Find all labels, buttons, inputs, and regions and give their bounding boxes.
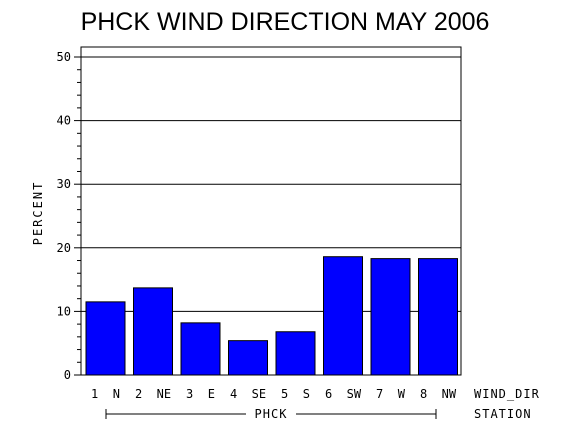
bar-8-nw	[418, 258, 458, 376]
y-axis-label-group: PERCENT	[31, 181, 45, 246]
group-label: PHCK	[255, 407, 288, 421]
bar-3-e	[180, 322, 221, 376]
y-tick-label: 10	[57, 304, 71, 318]
group-label-backdrop	[246, 406, 296, 422]
y-tick-label: 40	[57, 114, 71, 128]
x-tick-label: 5 S	[281, 387, 310, 401]
bar-5-s	[275, 331, 316, 376]
x-tick-label: 7 W	[376, 387, 406, 401]
x-tick-label: 8 NW	[420, 387, 457, 401]
bar-1-n	[85, 301, 126, 376]
bar-4-se	[228, 340, 268, 376]
x-tick-label: 2 NE	[135, 387, 171, 401]
bar-7-w	[370, 258, 411, 376]
x-tick-label: 1 N	[91, 387, 120, 401]
y-tick-label: 30	[57, 177, 71, 191]
y-axis-label: PERCENT	[31, 181, 45, 246]
x-tick-label: 3 E	[186, 387, 215, 401]
group-axis-label: STATION	[474, 407, 532, 421]
plot-frame	[80, 46, 462, 376]
bar-2-ne	[133, 287, 173, 376]
x-tick-label: 4 SE	[230, 387, 266, 401]
y-tick-label: 0	[64, 368, 71, 382]
x-axis-label: WIND_DIR	[474, 387, 540, 401]
x-tick-label: 6 SW	[325, 387, 362, 401]
y-tick-label: 50	[57, 50, 71, 64]
y-tick-label: 20	[57, 241, 71, 255]
x-tick-labels: 1 N 2 NE 3 E 4 SE 5 S 6 SW 7 W 8 NW	[91, 387, 457, 401]
chart-title: PHCK WIND DIRECTION MAY 2006	[81, 8, 490, 36]
bars	[85, 256, 458, 376]
bar-6-sw	[323, 256, 363, 376]
y-axis: 0 10 20 30 40 50	[57, 50, 81, 382]
